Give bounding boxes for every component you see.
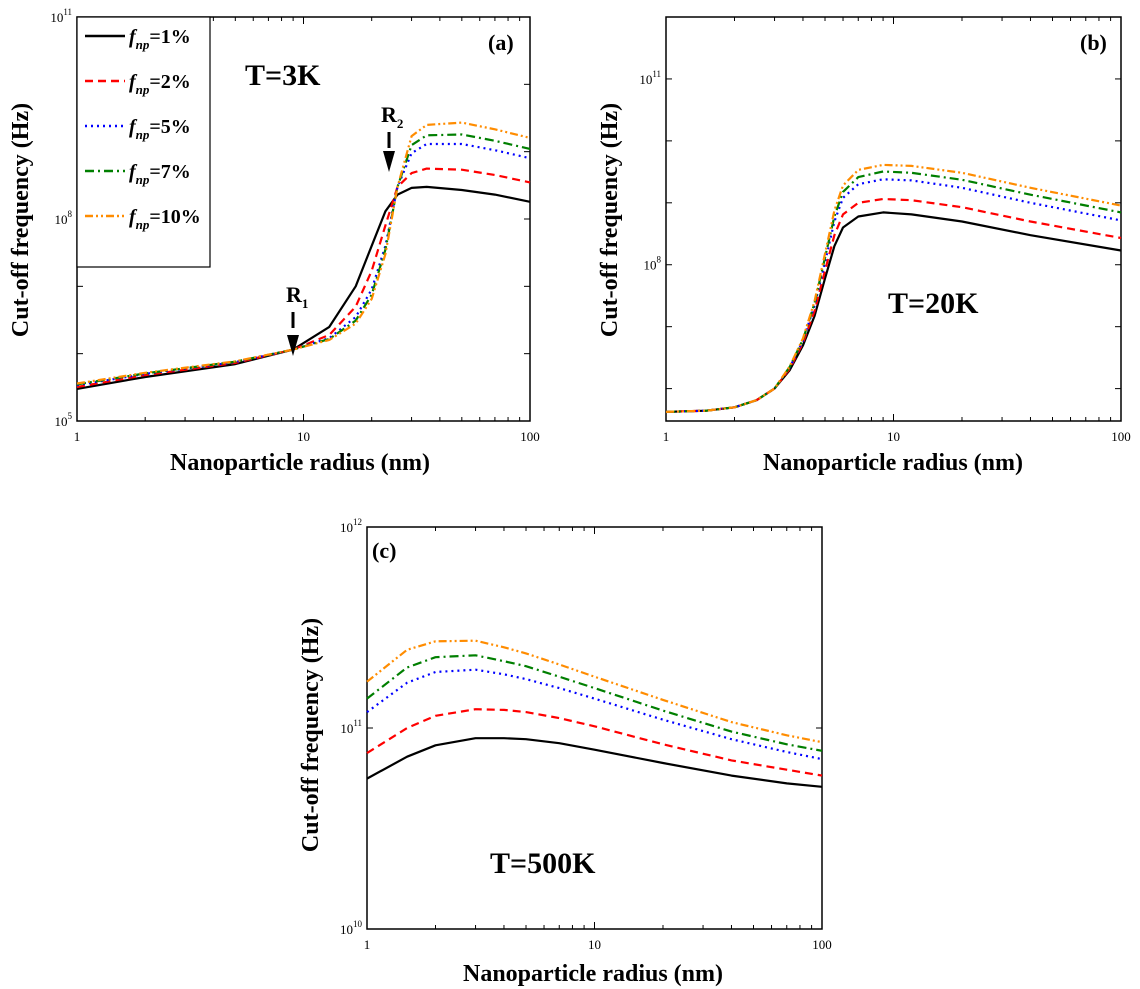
y-tick-label: 1011 bbox=[50, 7, 72, 25]
series-line-fnp-2 bbox=[366, 708, 823, 777]
marker-r2: R2 bbox=[381, 102, 403, 172]
panel-a-legend: fnp=1% fnp=2% fnp=5% fnp=7% fnp=10% bbox=[76, 16, 211, 268]
panel-c-x-axis-title: Nanoparticle radius (nm) bbox=[463, 961, 723, 987]
legend-label-fnp-7: fnp=7% bbox=[129, 161, 191, 187]
panel-b-frame bbox=[665, 16, 1122, 422]
series-line-fnp-10 bbox=[366, 639, 823, 744]
legend-box bbox=[76, 16, 211, 268]
panel-b-label: (b) bbox=[1080, 30, 1107, 55]
series-line-fnp-10 bbox=[76, 121, 531, 385]
marker-r2-arrowhead bbox=[383, 151, 395, 172]
y-tick-label: 1010 bbox=[340, 919, 363, 937]
legend-entry-fnp-7: fnp=7% bbox=[85, 161, 191, 187]
legend-label-fnp-5: fnp=5% bbox=[129, 116, 191, 142]
panel-a-ticks: 1 10 100 105 108 1011 bbox=[50, 7, 539, 444]
legend-entry-fnp-1: fnp=1% bbox=[85, 26, 191, 52]
y-tick-label: 108 bbox=[55, 209, 73, 227]
legend-entry-fnp-2: fnp=2% bbox=[85, 71, 191, 97]
x-tick-label: 100 bbox=[520, 429, 540, 444]
panel-a: 1 10 100 105 108 1011 (a) T=3K Nanoparticle r… bbox=[8, 7, 540, 476]
panel-c-label: (c) bbox=[372, 538, 396, 563]
panel-c-ticks: 1 10 100 1010 1011 1012 bbox=[340, 517, 832, 952]
x-tick-label: 100 bbox=[1111, 429, 1131, 444]
y-tick-label: 1012 bbox=[340, 517, 362, 535]
y-tick-label: 1011 bbox=[639, 69, 661, 87]
series-line-fnp-10 bbox=[665, 163, 1122, 413]
panel-c-y-axis-title: Cut-off frequency (Hz) bbox=[298, 618, 324, 852]
marker-r1: R1 bbox=[286, 282, 308, 356]
marker-r1-label: R1 bbox=[286, 282, 308, 311]
legend-label-fnp-2: fnp=2% bbox=[129, 71, 191, 97]
panel-c: 1 10 100 1010 1011 1012 (c) T=500K Nanopartic… bbox=[298, 517, 832, 987]
panel-b: 1 10 100 108 1011 (b) T=20K Nanoparticle rad… bbox=[597, 16, 1131, 476]
panel-b-y-axis-title: Cut-off frequency (Hz) bbox=[597, 103, 623, 337]
y-tick-label: 108 bbox=[644, 255, 662, 273]
series-line-fnp-7 bbox=[76, 133, 531, 386]
x-tick-label: 1 bbox=[364, 937, 371, 952]
marker-r1-arrowhead bbox=[287, 335, 299, 356]
y-tick-label: 1011 bbox=[340, 718, 362, 736]
panel-a-temperature-label: T=3K bbox=[245, 59, 321, 92]
x-tick-label: 10 bbox=[887, 429, 900, 444]
panel-c-temperature-label: T=500K bbox=[490, 847, 596, 880]
panel-a-y-axis-title: Cut-off frequency (Hz) bbox=[8, 103, 34, 337]
x-tick-label: 1 bbox=[74, 429, 81, 444]
series-line-fnp-1 bbox=[366, 737, 823, 788]
legend-entry-fnp-10: fnp=10% bbox=[85, 206, 201, 232]
panel-a-lines bbox=[76, 121, 531, 390]
panel-a-x-axis-title: Nanoparticle radius (nm) bbox=[170, 450, 430, 476]
legend-label-fnp-10: fnp=10% bbox=[129, 206, 201, 232]
panel-b-ticks: 1 10 100 108 1011 bbox=[639, 16, 1131, 444]
y-tick-label: 105 bbox=[55, 411, 73, 429]
panel-b-temperature-label: T=20K bbox=[888, 287, 979, 320]
panel-a-label: (a) bbox=[488, 30, 514, 55]
x-tick-label: 10 bbox=[588, 937, 601, 952]
panel-b-x-axis-title: Nanoparticle radius (nm) bbox=[763, 450, 1023, 476]
legend-label-fnp-1: fnp=1% bbox=[129, 26, 191, 52]
panel-c-lines bbox=[366, 639, 823, 788]
panel-b-lines bbox=[665, 163, 1122, 413]
x-tick-label: 10 bbox=[297, 429, 310, 444]
x-tick-label: 100 bbox=[812, 937, 832, 952]
plot-frame bbox=[665, 16, 1122, 422]
legend-entry-fnp-5: fnp=5% bbox=[85, 116, 191, 142]
x-tick-label: 1 bbox=[663, 429, 670, 444]
marker-r2-label: R2 bbox=[381, 102, 403, 131]
series-line-fnp-7 bbox=[366, 654, 823, 752]
